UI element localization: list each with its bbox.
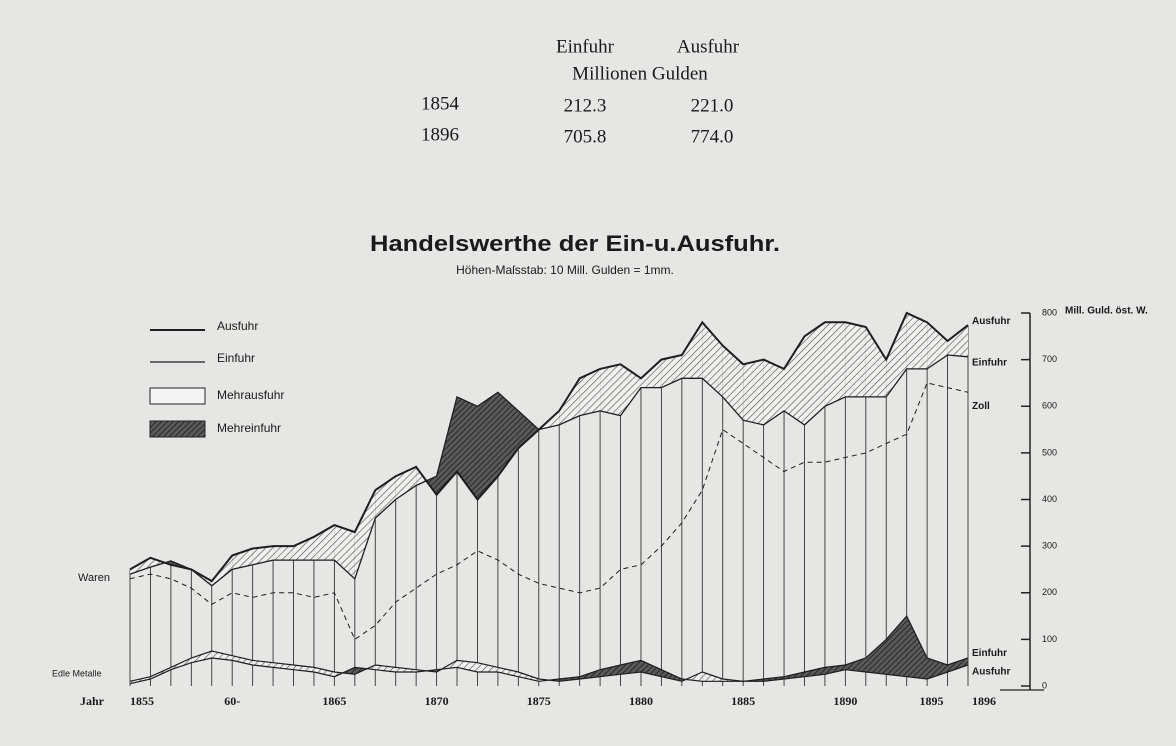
surplus-area	[273, 662, 294, 670]
y-tick-label: 0	[1042, 680, 1047, 690]
table-cell: 705.8	[564, 126, 607, 147]
chart-subtitle: Höhen-Maſsstab: 10 Mill. Gulden = 1mm.	[456, 263, 674, 277]
table-cell: 212.3	[564, 95, 607, 116]
data-line	[129, 311, 969, 583]
data-line	[129, 650, 969, 682]
surplus-area	[497, 667, 519, 677]
table-cell: 1896	[421, 124, 459, 145]
surplus-area	[620, 364, 641, 416]
surplus-area	[313, 525, 335, 561]
surplus-area	[497, 392, 519, 477]
end-label: Ausfuhr	[972, 667, 1010, 678]
surplus-area	[640, 359, 662, 388]
data-line	[129, 354, 969, 587]
surplus-area	[927, 322, 948, 369]
surplus-area	[845, 322, 866, 397]
surplus-area	[947, 658, 968, 673]
y-tick-label: 400	[1042, 494, 1057, 504]
y-tick-label: 200	[1042, 587, 1057, 597]
table-cell: 1854	[421, 93, 460, 114]
surplus-area	[232, 655, 253, 666]
metals-label: Edle Metalle	[52, 668, 102, 678]
legend-swatch	[149, 387, 206, 405]
y-tick-label: 300	[1042, 541, 1057, 551]
surplus-area	[436, 396, 458, 495]
end-label: Ausfuhr	[972, 316, 1010, 327]
surplus-area	[906, 313, 928, 369]
y-tick-label: 800	[1042, 307, 1057, 317]
x-tick-label: 1880	[629, 694, 653, 708]
surplus-area	[191, 651, 212, 663]
x-tick-label: 60-	[224, 694, 240, 708]
surplus-area	[824, 322, 846, 407]
surplus-area	[906, 616, 928, 680]
surplus-area	[518, 410, 539, 449]
data-line	[129, 382, 969, 641]
surplus-area	[865, 639, 887, 675]
legend-label: Mehrausfuhr	[217, 388, 284, 402]
surplus-area	[661, 354, 682, 388]
surplus-area	[252, 660, 274, 668]
surplus-area	[722, 345, 744, 421]
y-tick-label: 600	[1042, 401, 1057, 411]
surplus-area	[743, 359, 764, 425]
x-tick-label: 1890	[833, 694, 857, 708]
x-tick-label: 1875	[527, 694, 551, 708]
y-tick-label: 100	[1042, 634, 1057, 644]
end-label: Zoll	[972, 401, 990, 412]
surplus-area	[457, 396, 478, 500]
x-tick-label: 1870	[425, 694, 449, 708]
surplus-area	[886, 616, 907, 677]
surplus-area	[334, 525, 355, 579]
end-label: Einfuhr	[972, 648, 1007, 659]
x-tick-label: 1896	[972, 694, 996, 708]
x-tick-label: 1895	[920, 694, 944, 708]
surplus-area	[865, 326, 887, 397]
surplus-area	[457, 660, 478, 673]
surplus-area	[273, 546, 294, 561]
x-axis-label: Jahr	[80, 694, 105, 708]
surplus-area	[293, 536, 314, 561]
surplus-area	[477, 392, 498, 500]
surplus-area	[804, 322, 825, 425]
surplus-area	[947, 325, 968, 357]
end-label: Einfuhr	[972, 357, 1007, 368]
surplus-area	[600, 665, 621, 677]
surplus-area	[784, 336, 805, 425]
legend-label: Mehreinfuhr	[217, 421, 281, 435]
surplus-area	[313, 667, 335, 677]
legend-swatch	[149, 420, 206, 438]
surplus-area	[763, 359, 785, 425]
surplus-area	[232, 548, 253, 570]
table-cell: 774.0	[691, 126, 734, 147]
surplus-area	[579, 368, 601, 416]
goods-label: Waren	[78, 572, 110, 584]
y-tick-label: 700	[1042, 354, 1057, 364]
surplus-area	[395, 466, 417, 500]
surplus-area	[354, 490, 376, 579]
table-header: Einfuhr	[556, 36, 615, 57]
surplus-area	[600, 364, 621, 416]
table-cell: 221.0	[691, 95, 734, 116]
surplus-area	[559, 378, 580, 425]
x-tick-label: 1885	[731, 694, 755, 708]
x-tick-label: 1865	[322, 694, 346, 708]
surplus-area	[845, 658, 866, 673]
legend-label: Ausfuhr	[217, 319, 258, 333]
surplus-area	[252, 546, 274, 565]
table-header: Ausfuhr	[677, 36, 740, 57]
y-axis-label: Mill. Guld. öst. W.	[1065, 306, 1148, 317]
surplus-area	[130, 557, 151, 575]
chart-title: Handelswerthe der Ein-u.Ausfuhr.	[370, 231, 780, 256]
legend-label: Einfuhr	[217, 351, 255, 365]
x-tick-label: 1855	[130, 694, 154, 708]
table-unit: Millionen Gulden	[572, 63, 708, 84]
surplus-area	[477, 662, 498, 673]
surplus-area	[681, 322, 703, 379]
y-tick-label: 500	[1042, 447, 1057, 457]
